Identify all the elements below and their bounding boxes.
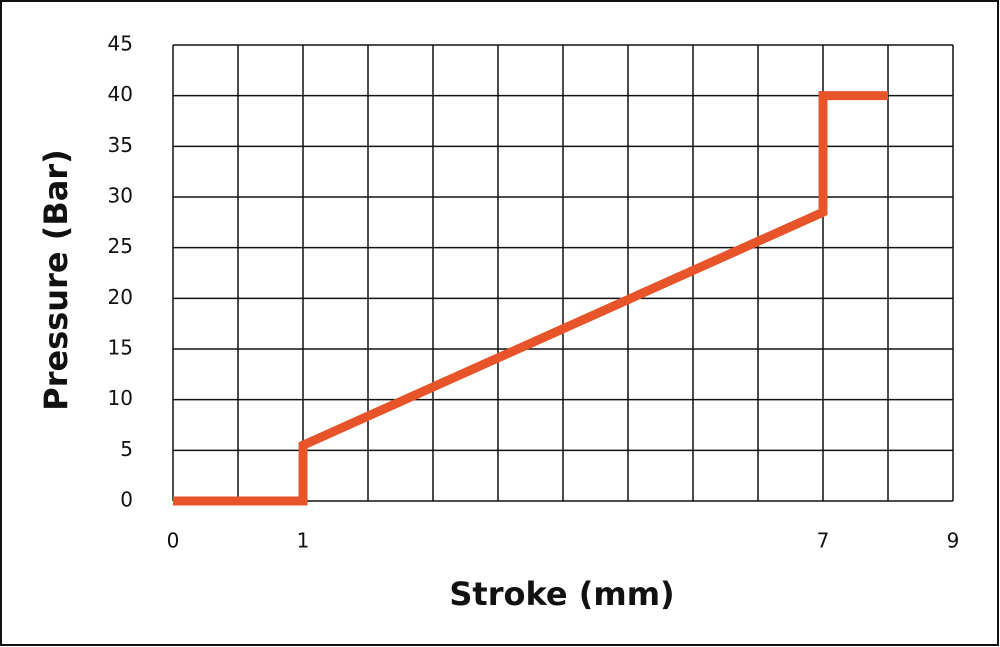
x-axis-title: Stroke (mm) <box>449 575 674 613</box>
y-tick-label: 40 <box>108 82 133 106</box>
x-tick-label: 0 <box>167 529 180 553</box>
y-tick-label: 25 <box>108 234 133 258</box>
y-tick-label: 10 <box>108 386 133 410</box>
y-axis-title: Pressure (Bar) <box>37 149 75 410</box>
data-line <box>173 91 888 506</box>
y-tick-label: 30 <box>108 184 133 208</box>
x-tick-label: 9 <box>947 529 960 553</box>
y-tick-label: 15 <box>108 336 133 360</box>
x-tick-label: 1 <box>297 529 310 553</box>
y-tick-label: 5 <box>120 437 133 461</box>
x-tick-label: 7 <box>817 529 830 553</box>
y-tick-label: 0 <box>120 488 133 512</box>
y-tick-label: 45 <box>108 32 133 56</box>
y-tick-label: 20 <box>108 285 133 309</box>
y-tick-label: 35 <box>108 133 133 157</box>
